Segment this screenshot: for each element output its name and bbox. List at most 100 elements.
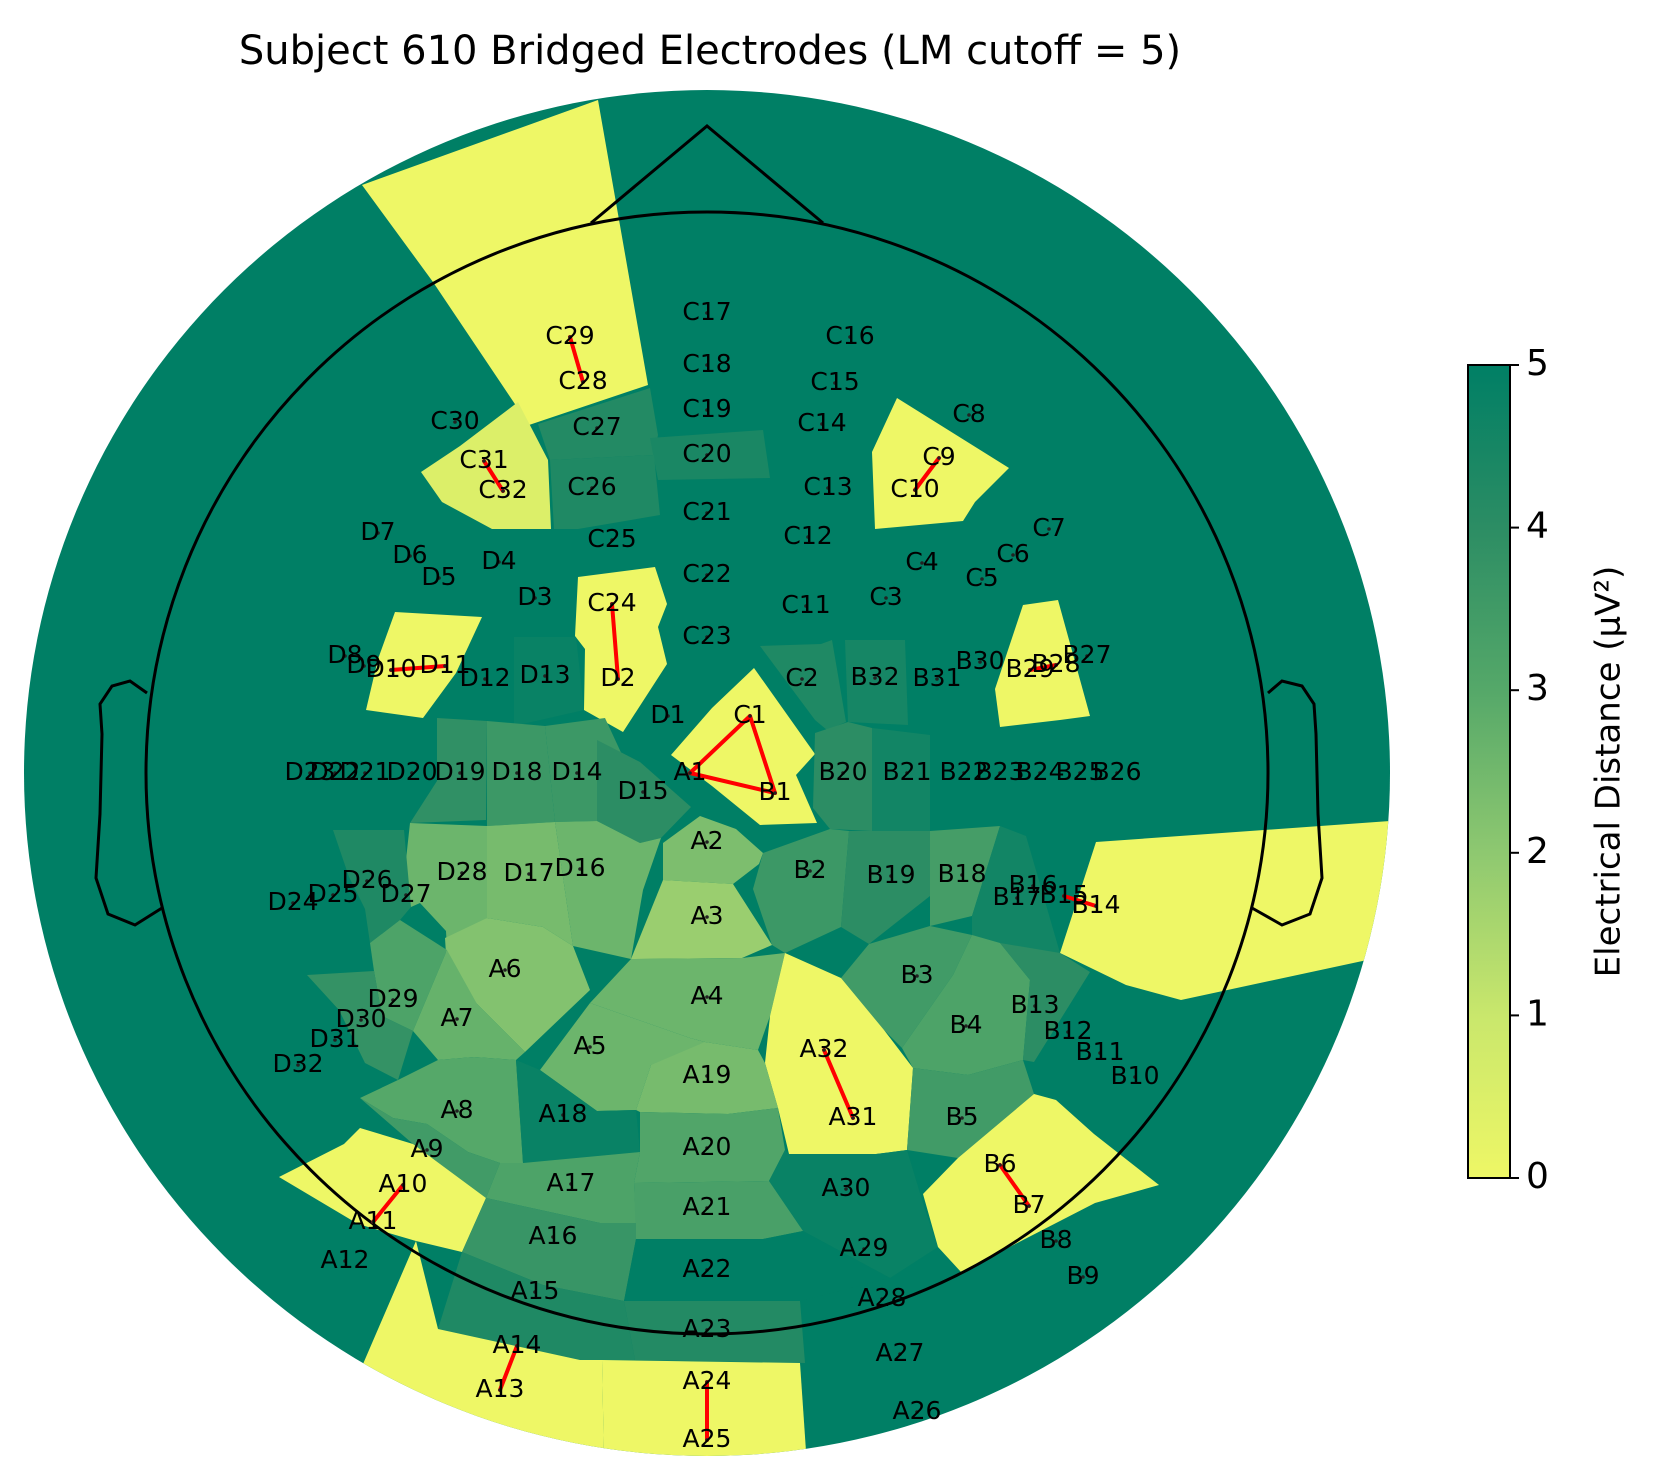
electrode-label-b32: B32 [851,662,900,691]
electrode-label-c32: C32 [478,475,527,504]
electrode-dot-d20 [410,771,414,775]
electrode-label-a16: A16 [529,1221,578,1250]
electrode-label-a4: A4 [690,981,723,1010]
electrode-dot-a32 [822,1048,826,1052]
region-b29 [995,600,1090,727]
electrode-label-a12: A12 [321,1245,370,1274]
electrode-dot-c16 [848,335,852,339]
electrode-dot-c32 [501,489,505,493]
electrode-dot-b7 [1027,1204,1031,1208]
electrode-label-b23: B23 [976,757,1025,786]
electrode-dot-b21 [905,771,909,775]
bridge-line-c31-c32 [482,459,505,493]
head-outline [94,124,1324,1336]
bridge-line-d10-d11 [389,664,447,672]
nose-outline [590,124,824,225]
electrode-dot-c24 [610,602,614,606]
electrode-dot-a17 [569,1182,573,1186]
electrode-label-d23: D23 [284,757,335,786]
electrode-dot-a25 [705,1438,709,1442]
electrode-label-d25: D25 [307,879,358,908]
electrode-dot-c22 [705,573,709,577]
electrode-dot-c15 [833,381,837,385]
electrode-label-b2: B2 [793,855,826,884]
electrode-label-a7: A7 [440,1003,473,1032]
electrode-dot-c8 [967,413,971,417]
electrode-label-d19: D19 [434,757,485,786]
electrode-dot-c19 [705,408,709,412]
electrode-dot-b14 [1094,904,1098,908]
electrode-dot-c26 [590,486,594,490]
colorbar-gradient [1467,364,1511,1179]
region-a21 [634,1181,803,1239]
region-a18 [516,1060,640,1163]
electrode-label-b19: B19 [867,860,916,889]
electrode-dot-d3 [533,596,537,600]
electrode-label-b27: B27 [1063,640,1112,669]
region-a22 [624,1231,890,1301]
electrode-label-c5: C5 [965,563,998,592]
region-d19 [410,718,487,823]
electrode-label-b1: B1 [758,777,791,806]
electrode-dot-d27 [404,893,408,897]
region-a30 [769,1150,938,1278]
region-c1 [671,668,817,825]
electrode-dot-b2 [808,869,812,873]
colorbar: 0 1 2 3 4 5 Electrical Distance (μV²) [1467,343,1629,1197]
electrode-label-a18: A18 [539,1099,588,1128]
electrode-dot-b8 [1054,1239,1058,1243]
electrode-label-d30: D30 [335,1004,386,1033]
electrode-label-d1: D1 [650,700,685,729]
electrode-dot-c21 [705,511,709,515]
region-a23 [624,1301,805,1363]
electrode-dot-b30 [978,660,982,664]
electrode-dot-c28 [581,380,585,384]
electrode-dot-c1 [748,714,752,718]
electrode-label-d27: D27 [380,879,431,908]
electrode-label-c31: C31 [459,445,508,474]
electrode-label-d9: D9 [346,650,381,679]
electrode-dot-a27 [898,1352,902,1356]
electrode-dot-b9 [1081,1275,1085,1279]
electrode-label-c4: C4 [905,547,938,576]
electrode-dot-b16 [1031,884,1035,888]
colorbar-tick-label-4: 4 [1526,506,1549,547]
electrode-dot-c14 [820,422,824,426]
electrode-label-c7: C7 [1032,513,1065,542]
electrode-label-b31: B31 [913,663,962,692]
electrode-label-d6: D6 [392,540,427,569]
electrode-dot-c5 [980,577,984,581]
bridge-line-b15-b14 [1062,894,1098,908]
bridge-line-b29-b28 [1028,663,1058,672]
electrode-label-d16: D16 [554,853,605,882]
electrode-label-c9: C9 [922,442,955,471]
electrode-label-a27: A27 [876,1338,925,1367]
electrode-label-a22: A22 [683,1254,732,1283]
colorbar-label: Electrical Distance (μV²) [1589,566,1629,978]
electrode-label-a5: A5 [573,1031,606,1060]
electrode-label-b9: B9 [1066,1261,1099,1290]
electrode-dot-c3 [884,596,888,600]
electrode-dot-d2 [616,677,620,681]
electrode-label-a32: A32 [800,1034,849,1063]
electrode-label-b4: B4 [949,1010,982,1039]
electrode-label-d28: D28 [436,857,487,886]
electrode-dot-c13 [826,486,830,490]
electrode-dot-a3 [705,915,709,919]
electrode-label-c15: C15 [810,367,859,396]
electrode-label-c13: C13 [803,472,852,501]
electrode-label-c27: C27 [572,412,621,441]
electrode-dot-b3 [915,974,919,978]
bridge-line-a1-b1 [688,771,777,795]
bridge-line-c1-a1 [688,714,752,775]
electrode-label-d24: D24 [267,887,318,916]
electrode-dot-b31 [935,677,939,681]
electrode-label-c21: C21 [682,497,731,526]
electrode-label-d3: D3 [517,582,552,611]
electrode-label-d20: D20 [386,757,437,786]
electrode-dot-a12 [343,1259,347,1263]
electrode-dot-c25 [610,538,614,542]
electrode-label-b5: B5 [945,1102,978,1131]
region-b6 [923,1094,1159,1272]
electrode-dot-c2 [800,677,804,681]
